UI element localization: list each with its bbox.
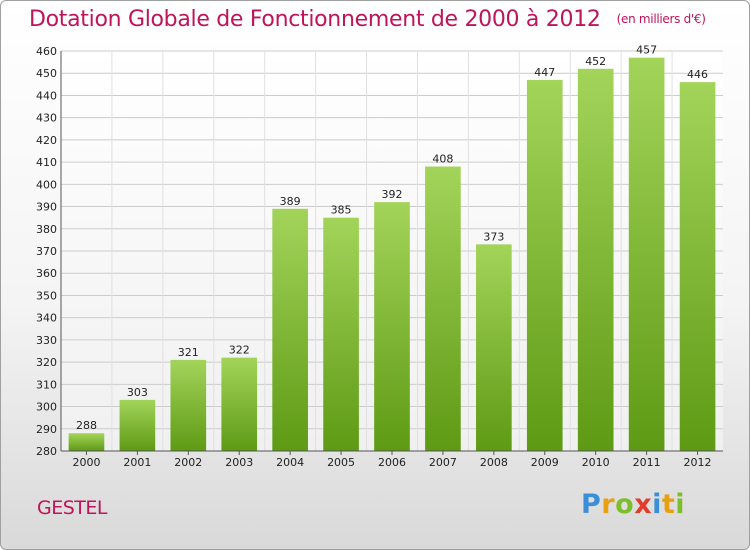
bar [577,68,614,452]
x-tick-label: 2002 [174,456,202,469]
logo-letter: x [634,489,653,520]
logo-letter: r [601,489,616,520]
x-tick-label: 2004 [276,456,304,469]
x-tick-label: 2012 [684,456,712,469]
chart-title: Dotation Globale de Fonctionnement de 20… [29,7,706,32]
y-tick-label: 350 [36,289,57,302]
x-tick-label: 2006 [378,456,406,469]
y-tick-label: 380 [36,223,57,236]
y-tick-label: 390 [36,201,57,214]
logo-letter: t [661,489,676,520]
x-tick-label: 2001 [123,456,151,469]
axes: 280 290 300 310 320 330 340 350 360 370 380 390 400 4… [36,45,723,469]
x-tick-label: 2000 [72,456,100,469]
y-tick-label: 330 [36,334,57,347]
bar-value-label: 373 [483,230,504,243]
bar-value-label: 322 [229,344,250,357]
bar [526,79,563,451]
y-tick-label: 360 [36,267,57,280]
bar [323,217,359,451]
bar [374,202,410,451]
bar [425,166,461,452]
y-tick-label: 310 [36,378,57,391]
logo-letter: i [675,489,686,520]
x-tick-label: 2009 [531,456,559,469]
bar [68,433,105,451]
x-tick-label: 2008 [480,456,508,469]
bar-value-label: 385 [331,204,352,217]
y-tick-label: 440 [36,89,57,102]
y-tick-label: 450 [36,67,57,80]
y-tick-label: 460 [36,45,57,58]
bar-value-label: 389 [280,195,301,208]
x-tick-label: 2007 [429,456,457,469]
y-tick-label: 280 [36,445,57,458]
chart-unit: (en milliers d'€) [616,12,706,26]
proxiti-logo: Proxiti [581,489,685,520]
bar-value-label: 392 [382,188,403,201]
bar [221,357,258,451]
commune-name: GESTEL [37,497,108,519]
bar [476,244,512,451]
chart-title-text: Dotation Globale de Fonctionnement de 20… [29,7,601,32]
bar-value-label: 457 [636,44,657,57]
logo-letter: P [581,489,602,520]
y-tick-label: 400 [36,178,57,191]
bar-value-label: 446 [687,68,708,81]
y-tick-label: 420 [36,134,57,147]
y-tick-label: 370 [36,245,57,258]
x-tick-label: 2005 [327,456,355,469]
y-tick-label: 340 [36,312,57,325]
bar-value-label: 321 [178,346,199,359]
y-tick-label: 410 [36,156,57,169]
bar [679,82,716,451]
bar-value-label: 447 [534,66,555,79]
bars: 288 303 321 322 389 385 392 408 373 447 452 457 446 [68,44,716,452]
y-tick-label: 290 [36,423,57,436]
y-tick-label: 320 [36,356,57,369]
y-tick-label: 300 [36,401,57,414]
x-tick-label: 2003 [225,456,253,469]
bar-value-label: 452 [585,55,606,68]
bar [170,359,207,451]
x-tick-label: 2010 [582,456,610,469]
bar [628,57,665,452]
x-tick-label: 2011 [633,456,661,469]
logo-letter: o [615,489,635,520]
bar-value-label: 408 [432,153,453,166]
bar [119,399,156,451]
logo-letter: i [652,489,662,520]
bar-value-label: 303 [127,386,148,399]
bar-value-label: 288 [76,419,97,432]
y-tick-label: 430 [36,112,57,125]
bar [272,208,308,451]
